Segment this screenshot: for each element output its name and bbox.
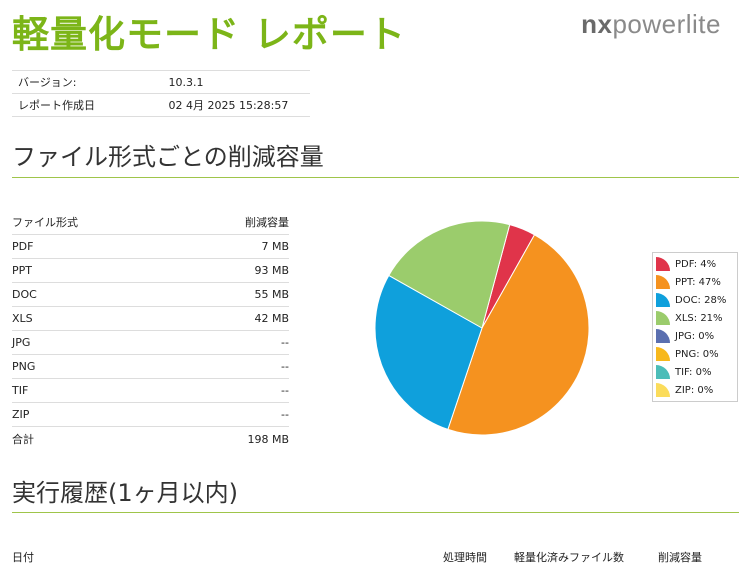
- table-total-row: 合計 198 MB: [12, 427, 289, 452]
- cell-type: ZIP: [12, 402, 179, 427]
- legend-item: PDF: 4%: [653, 255, 737, 273]
- meta-row-date: レポート作成日 02 4月 2025 15:28:57: [12, 93, 310, 117]
- legend-label: PPT: 47%: [675, 276, 721, 288]
- cell-saved: --: [178, 402, 289, 427]
- cell-saved: 93 MB: [178, 258, 289, 283]
- table-row: JPG --: [12, 330, 289, 355]
- table-row: XLS 42 MB: [12, 306, 289, 331]
- legend-item: ZIP: 0%: [653, 381, 737, 399]
- cell-type: TIF: [12, 378, 179, 403]
- legend-label: DOC: 28%: [675, 294, 727, 306]
- total-value: 198 MB: [247, 432, 289, 446]
- legend-label: XLS: 21%: [675, 312, 723, 324]
- total-label: 合計: [12, 433, 34, 446]
- legend-swatch: [656, 347, 670, 361]
- section-divider: [12, 512, 739, 513]
- history-col-files: 軽量化済みファイル数: [514, 551, 624, 564]
- history-col-time: 処理時間: [443, 551, 487, 564]
- table-header: ファイル形式 削減容量: [12, 210, 289, 235]
- section-title-history: 実行履歴(1ヶ月以内): [12, 479, 238, 507]
- legend-label: PNG: 0%: [675, 348, 719, 360]
- meta-row-version: バージョン: 10.3.1: [12, 70, 310, 94]
- cell-type: DOC: [12, 282, 179, 307]
- legend-item: JPG: 0%: [653, 327, 737, 345]
- table-row: TIF --: [12, 378, 289, 403]
- legend-swatch: [656, 257, 670, 271]
- nxpowerlite-logo: nxpowerlite: [581, 9, 721, 39]
- legend-label: TIF: 0%: [675, 366, 712, 378]
- legend-item: PPT: 47%: [653, 273, 737, 291]
- legend-item: TIF: 0%: [653, 363, 737, 381]
- report-meta: バージョン: 10.3.1 レポート作成日 02 4月 2025 15:28:5…: [12, 70, 310, 117]
- cell-saved: --: [178, 330, 289, 355]
- section-divider: [12, 177, 739, 178]
- report-title: 軽量化モード レポート: [12, 13, 406, 56]
- legend-label: PDF: 4%: [675, 258, 717, 270]
- cell-saved: 42 MB: [178, 306, 289, 331]
- cell-type: PDF: [12, 234, 179, 259]
- col-header-type: ファイル形式: [12, 210, 179, 235]
- meta-label: レポート作成日: [12, 93, 109, 117]
- savings-pie-chart: [374, 220, 590, 436]
- savings-table: ファイル形式 削減容量 PDF 7 MB PPT 93 MB DOC 55 MB XL…: [12, 210, 289, 451]
- legend-swatch: [656, 275, 670, 289]
- legend-swatch: [656, 329, 670, 343]
- legend-swatch: [656, 365, 670, 379]
- table-row: ZIP --: [12, 402, 289, 427]
- legend-label: JPG: 0%: [675, 330, 715, 342]
- cell-type: JPG: [12, 330, 179, 355]
- legend-swatch: [656, 293, 670, 307]
- chart-legend: PDF: 4% PPT: 47% DOC: 28% XLS: 21% JPG: 0% PN…: [652, 252, 738, 402]
- meta-value: 10.3.1: [108, 70, 310, 94]
- table-row: PDF 7 MB: [12, 234, 289, 259]
- cell-saved: 55 MB: [178, 282, 289, 307]
- col-header-saved: 削減容量: [178, 210, 289, 235]
- meta-label: バージョン:: [12, 70, 109, 94]
- legend-item: DOC: 28%: [653, 291, 737, 309]
- cell-type: PNG: [12, 354, 179, 379]
- pie-slice-doc: [374, 274, 483, 431]
- history-col-saved: 削減容量: [658, 551, 702, 564]
- legend-label: ZIP: 0%: [675, 384, 714, 396]
- legend-item: XLS: 21%: [653, 309, 737, 327]
- legend-swatch: [656, 311, 670, 325]
- cell-saved: --: [178, 378, 289, 403]
- history-col-date: 日付: [12, 551, 34, 564]
- legend-swatch: [656, 383, 670, 397]
- cell-saved: 7 MB: [178, 234, 289, 259]
- cell-saved: --: [178, 354, 289, 379]
- table-row: DOC 55 MB: [12, 282, 289, 307]
- table-row: PNG --: [12, 354, 289, 379]
- section-title-savings: ファイル形式ごとの削減容量: [12, 143, 324, 171]
- cell-type: PPT: [12, 258, 179, 283]
- table-row: PPT 93 MB: [12, 258, 289, 283]
- legend-item: PNG: 0%: [653, 345, 737, 363]
- cell-type: XLS: [12, 306, 179, 331]
- pie-slice-xls: [388, 220, 511, 329]
- pie-slice-ppt: [447, 234, 590, 436]
- meta-value: 02 4月 2025 15:28:57: [108, 93, 310, 117]
